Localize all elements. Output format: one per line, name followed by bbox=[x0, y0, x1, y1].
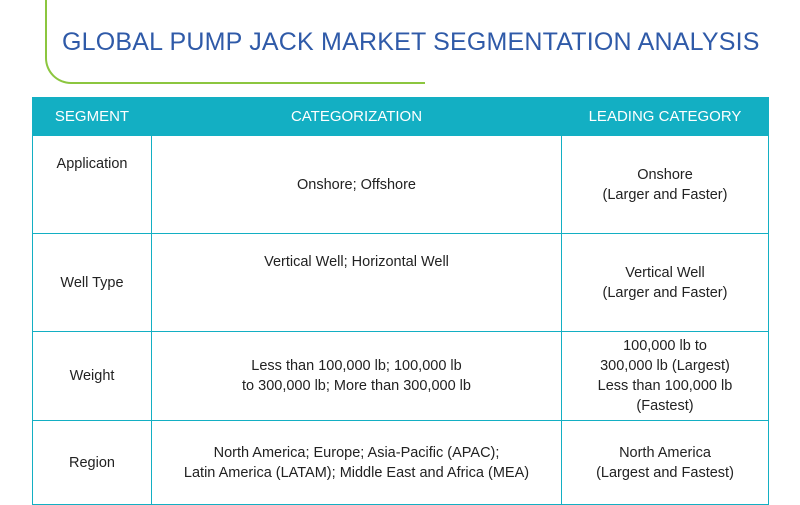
leading-line: (Fastest) bbox=[636, 398, 694, 414]
leading-line: Onshore bbox=[637, 166, 693, 183]
header-leading-category: LEADING CATEGORY bbox=[561, 97, 769, 136]
categorization-cell: Less than 100,000 lb; 100,000 lb to 300,… bbox=[151, 331, 562, 421]
leading-line: (Largest and Fastest) bbox=[596, 464, 734, 481]
leading-line: (Larger and Faster) bbox=[602, 284, 728, 301]
segmentation-table: SEGMENT CATEGORIZATION LEADING CATEGORY … bbox=[32, 97, 769, 505]
segment-cell: Weight bbox=[32, 331, 152, 421]
header-segment: SEGMENT bbox=[32, 97, 152, 136]
segment-cell: Region bbox=[32, 420, 152, 505]
leading-line: North America bbox=[619, 444, 711, 461]
leading-category-cell: North America (Largest and Fastest) bbox=[561, 420, 769, 505]
categorization-cell: North America; Europe; Asia-Pacific (APA… bbox=[151, 420, 562, 505]
categorization-line: to 300,000 lb; More than 300,000 lb bbox=[242, 378, 471, 394]
leading-line: Vertical Well bbox=[625, 264, 705, 281]
segment-cell: Application bbox=[32, 135, 152, 234]
categorization-line: Latin America (LATAM); Middle East and A… bbox=[183, 464, 530, 481]
leading-line: 300,000 lb (Largest) bbox=[600, 358, 730, 374]
table-row: Well Type Vertical Well; Horizontal Well… bbox=[32, 233, 769, 332]
categorization-cell: Onshore; Offshore bbox=[151, 135, 562, 234]
leading-category-cell: 100,000 lb to 300,000 lb (Largest) Less … bbox=[561, 331, 769, 421]
segment-cell: Well Type bbox=[32, 233, 152, 332]
header-categorization: CATEGORIZATION bbox=[151, 97, 562, 136]
categorization-line: North America; Europe; Asia-Pacific (APA… bbox=[213, 444, 500, 461]
table-row: Weight Less than 100,000 lb; 100,000 lb … bbox=[32, 331, 769, 421]
leading-category-cell: Vertical Well (Larger and Faster) bbox=[561, 233, 769, 332]
leading-line: Less than 100,000 lb bbox=[597, 378, 733, 394]
categorization-line: Vertical Well; Horizontal Well bbox=[264, 254, 449, 270]
title-frame bbox=[45, 0, 425, 84]
leading-line: 100,000 lb to bbox=[623, 338, 707, 354]
categorization-line: Onshore; Offshore bbox=[296, 176, 417, 193]
leading-line: (Larger and Faster) bbox=[602, 186, 728, 203]
table-header-row: SEGMENT CATEGORIZATION LEADING CATEGORY bbox=[32, 97, 769, 136]
table-row: Application Onshore; Offshore Onshore (L… bbox=[32, 135, 769, 234]
page-title: GLOBAL PUMP JACK MARKET SEGMENTATION ANA… bbox=[62, 28, 760, 56]
categorization-cell: Vertical Well; Horizontal Well bbox=[151, 233, 562, 332]
table-row: Region North America; Europe; Asia-Pacif… bbox=[32, 420, 769, 505]
categorization-line: Less than 100,000 lb; 100,000 lb bbox=[251, 358, 462, 374]
leading-category-cell: Onshore (Larger and Faster) bbox=[561, 135, 769, 234]
